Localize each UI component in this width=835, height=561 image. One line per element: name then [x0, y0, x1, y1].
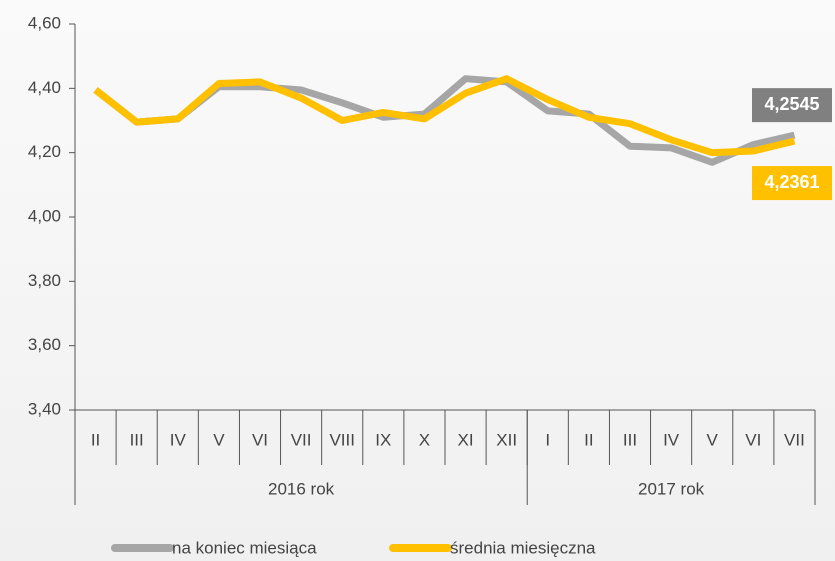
legend-label: na koniec miesiąca: [172, 538, 317, 557]
x-tick-label: VII: [291, 430, 312, 449]
y-tick-label: 3,40: [28, 399, 61, 418]
x-tick-label: XI: [458, 430, 474, 449]
x-tick-label: II: [91, 430, 100, 449]
x-tick-label: I: [545, 430, 550, 449]
x-tick-label: V: [213, 430, 225, 449]
x-tick-label: II: [584, 430, 593, 449]
y-tick-label: 3,80: [28, 271, 61, 290]
x-tick-label: VIII: [329, 430, 355, 449]
y-tick-label: 3,60: [28, 335, 61, 354]
x-tick-label: IV: [663, 430, 680, 449]
series-line: [93, 75, 796, 157]
x-tick-label: VI: [252, 430, 268, 449]
value-label: 4,2545: [764, 94, 819, 114]
y-tick-label: 4,00: [28, 206, 61, 225]
x-tick-label: XII: [496, 430, 517, 449]
x-tick-label: V: [707, 430, 719, 449]
x-tick-label: VI: [745, 430, 761, 449]
legend-label: średnia miesięczna: [450, 538, 596, 557]
y-tick-label: 4,20: [28, 142, 61, 161]
y-tick-label: 4,60: [28, 13, 61, 32]
y-tick-label: 4,40: [28, 78, 61, 97]
x-tick-label: III: [623, 430, 637, 449]
group-label: 2016 rok: [268, 479, 335, 498]
x-tick-label: IV: [170, 430, 187, 449]
x-tick-label: VII: [784, 430, 805, 449]
x-tick-label: III: [130, 430, 144, 449]
value-label-box: [752, 166, 832, 201]
x-tick-label: X: [419, 430, 430, 449]
value-label: 4,2361: [764, 172, 819, 192]
x-tick-label: IX: [375, 430, 391, 449]
value-label-box: [752, 88, 832, 123]
group-label: 2017 rok: [638, 479, 705, 498]
